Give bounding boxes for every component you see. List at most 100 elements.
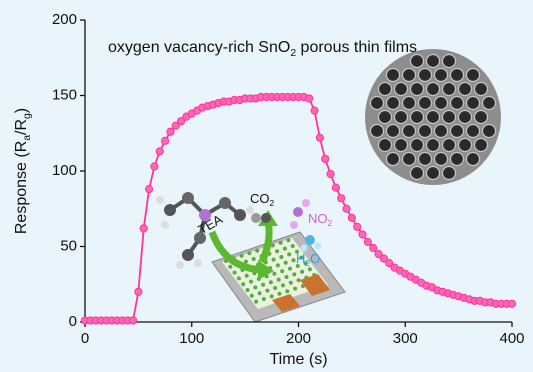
pore xyxy=(467,97,480,110)
data-point xyxy=(145,186,152,193)
pore xyxy=(435,97,448,110)
film-dot xyxy=(287,252,291,256)
data-point xyxy=(338,195,345,202)
film-dot xyxy=(250,294,254,298)
pore xyxy=(451,125,464,138)
annotation: oxygen vacancy-rich SnO2 porous thin fil… xyxy=(108,39,417,58)
pore xyxy=(371,97,384,110)
pore xyxy=(475,139,488,152)
pore xyxy=(443,139,456,152)
data-point xyxy=(167,128,174,135)
text-part: oxygen vacancy-rich SnO xyxy=(108,39,290,56)
data-point xyxy=(332,184,339,191)
text-part: CO xyxy=(250,191,270,206)
film-dot xyxy=(275,249,279,253)
data-point xyxy=(322,155,329,162)
pore xyxy=(379,83,392,96)
pore xyxy=(411,139,424,152)
text-part: O xyxy=(310,251,320,266)
pore xyxy=(451,153,464,166)
film-dot xyxy=(253,285,257,289)
y-tick-label: 100 xyxy=(52,162,77,179)
film-dot xyxy=(270,294,274,298)
data-point xyxy=(151,163,158,170)
pore xyxy=(395,139,408,152)
pore xyxy=(387,125,400,138)
y-tick-label: 50 xyxy=(60,237,77,254)
film-dot xyxy=(279,255,283,259)
film-dot xyxy=(276,263,280,267)
film-dot xyxy=(291,244,295,248)
film-dot xyxy=(254,300,258,304)
pore xyxy=(419,69,432,82)
pore xyxy=(475,111,488,124)
film-dot xyxy=(228,265,232,269)
pore xyxy=(443,111,456,124)
y-tick-label: 150 xyxy=(52,86,77,103)
data-point xyxy=(316,134,323,141)
x-tick-label: 300 xyxy=(393,330,418,347)
data-point xyxy=(354,223,361,230)
data-point xyxy=(359,231,366,238)
data-point xyxy=(348,214,355,221)
pore xyxy=(427,139,440,152)
pore xyxy=(427,55,440,68)
text-part: ) xyxy=(13,108,30,113)
pore xyxy=(379,139,392,152)
pore xyxy=(483,125,496,138)
film-dot xyxy=(252,257,256,261)
x-tick-label: 0 xyxy=(81,330,89,347)
pore xyxy=(387,97,400,110)
data-point xyxy=(311,107,318,114)
pore xyxy=(427,167,440,180)
data-point xyxy=(370,244,377,251)
y-tick-label: 200 xyxy=(52,11,77,28)
data-point xyxy=(508,300,515,307)
pore xyxy=(411,83,424,96)
y-axis-label: Response (Ra/Rg) xyxy=(13,108,32,234)
text-part: Response (R xyxy=(13,141,30,234)
film-dot xyxy=(240,254,244,258)
pore xyxy=(403,97,416,110)
pore xyxy=(467,153,480,166)
film-dot xyxy=(255,249,259,253)
chart: 0501001502000100200300400Time (s)Respons… xyxy=(0,0,533,372)
pore xyxy=(411,55,424,68)
pore xyxy=(419,153,432,166)
pore xyxy=(403,69,416,82)
pore xyxy=(467,69,480,82)
pore xyxy=(475,83,488,96)
pore xyxy=(403,125,416,138)
pore xyxy=(435,153,448,166)
pore xyxy=(411,167,424,180)
pore xyxy=(419,125,432,138)
pore xyxy=(427,111,440,124)
film-dot xyxy=(286,238,290,242)
pore xyxy=(451,97,464,110)
film-dot xyxy=(269,280,273,284)
pore xyxy=(443,167,456,180)
pore xyxy=(467,125,480,138)
film-dot xyxy=(279,241,283,245)
pore xyxy=(483,97,496,110)
pore xyxy=(395,83,408,96)
film-dot xyxy=(277,278,281,282)
film-dot xyxy=(285,289,289,293)
data-point xyxy=(135,288,142,295)
x-tick-label: 400 xyxy=(499,330,524,347)
film-dot xyxy=(281,283,285,287)
data-point xyxy=(140,225,147,232)
pore xyxy=(435,69,448,82)
film-dot xyxy=(247,251,251,255)
pore xyxy=(387,153,400,166)
film-dot xyxy=(233,271,237,275)
pore xyxy=(443,55,456,68)
pore xyxy=(379,111,392,124)
film-dot xyxy=(261,283,265,287)
pore xyxy=(371,125,384,138)
pore xyxy=(419,97,432,110)
film-dot xyxy=(293,287,297,291)
text-part: porous thin films xyxy=(296,39,417,56)
y-tick-label: 0 xyxy=(69,313,77,330)
pore xyxy=(411,111,424,124)
